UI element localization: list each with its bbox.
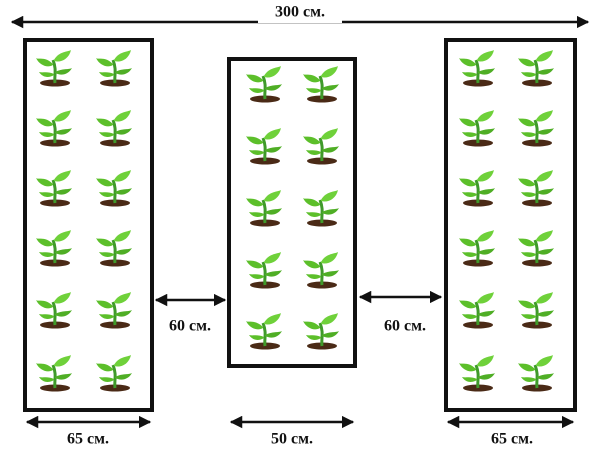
bed-middle [227,57,357,368]
gap-left-label: 60 см. [169,318,211,335]
bed-left-width-label: 65 см. [67,431,109,448]
label-bg [258,3,342,23]
bed-right-width-label: 65 см. [491,431,533,448]
bed-right [444,38,577,412]
bed-middle-width-label: 50 см. [271,431,313,448]
bed-left [23,38,154,412]
gap-right-label: 60 см. [384,318,426,335]
total-width-label: 300 см. [275,4,325,21]
